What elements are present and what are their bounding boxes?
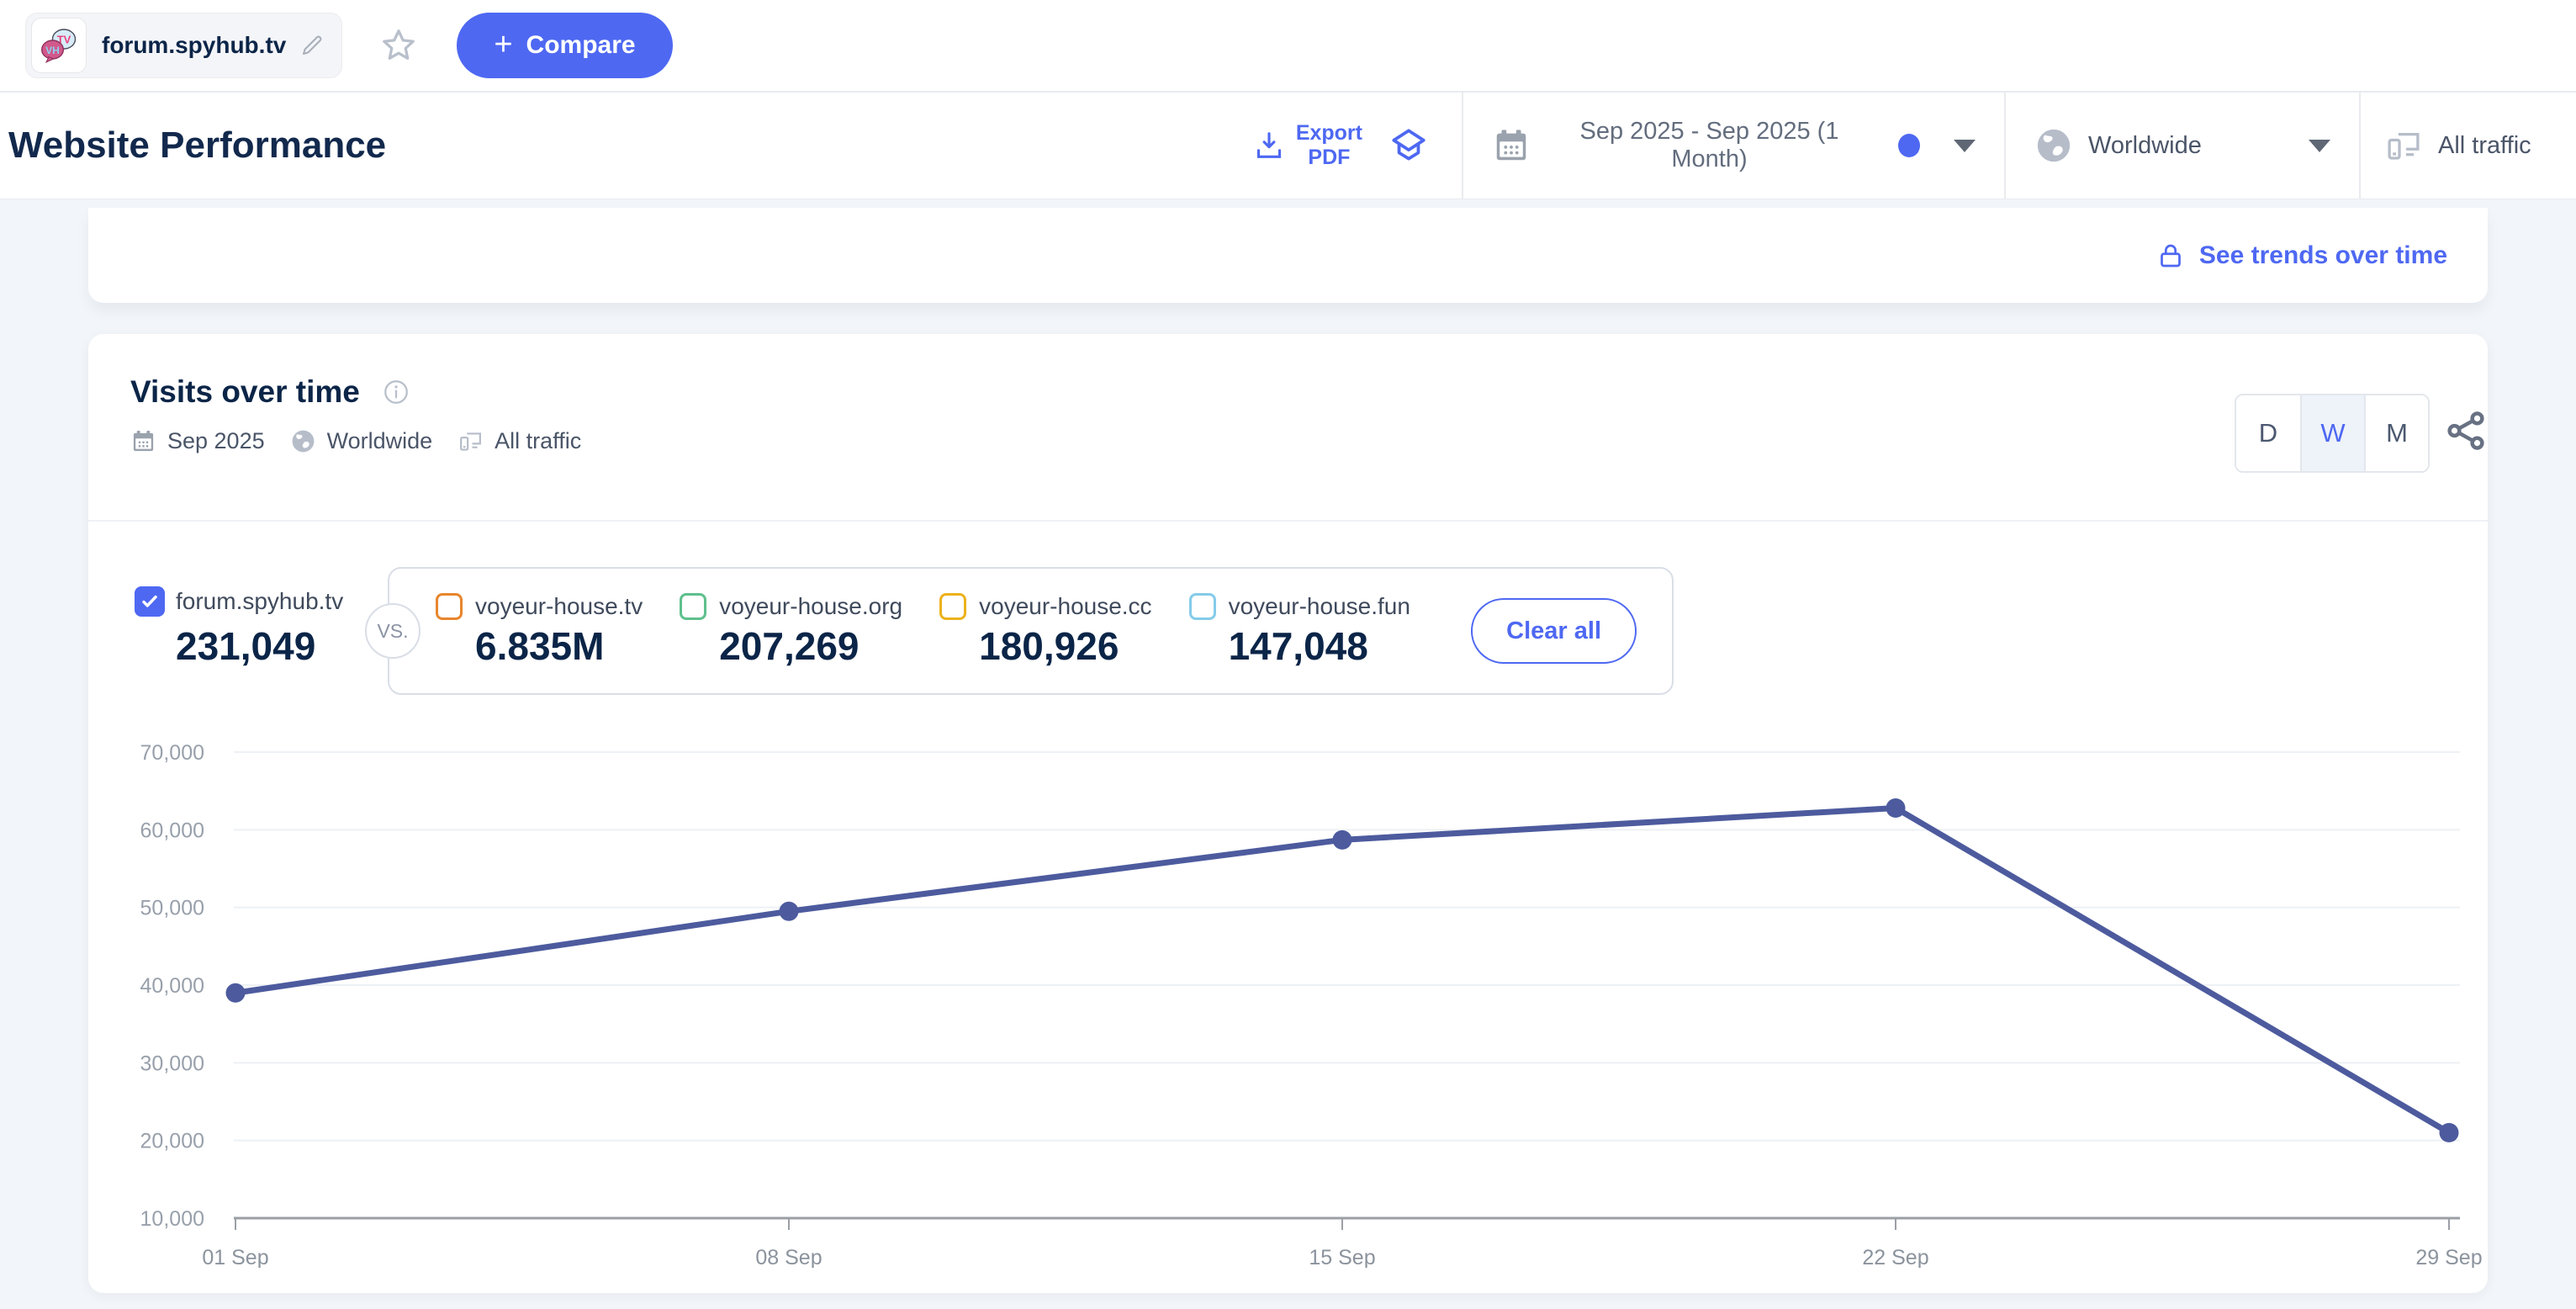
svg-text:29 Sep: 29 Sep xyxy=(2415,1246,2482,1268)
speech-bubbles-logo-icon: TV VH xyxy=(40,29,77,64)
competitor-name: voyeur-house.org xyxy=(719,593,903,619)
card-divider xyxy=(88,520,2488,522)
checkbox-unchecked[interactable] xyxy=(939,593,967,620)
checkbox-checked[interactable] xyxy=(135,586,165,617)
export-block: Export PDF xyxy=(1252,121,1462,170)
academy-icon[interactable] xyxy=(1388,125,1430,167)
main-site-value: 231,049 xyxy=(176,624,316,668)
competitor-item[interactable]: voyeur-house.cc 180,926 xyxy=(939,593,1152,669)
domain-chip[interactable]: TV VH forum.spyhub.tv xyxy=(25,13,343,78)
svg-text:20,000: 20,000 xyxy=(140,1130,204,1153)
devices-icon xyxy=(2384,126,2423,165)
country-selector[interactable]: Worldwide xyxy=(2006,93,2359,199)
meta-country: Worldwide xyxy=(290,428,433,454)
top-bar: TV VH forum.spyhub.tv + Compare xyxy=(0,0,2576,93)
calendar-icon xyxy=(130,428,156,454)
traffic-selector[interactable]: All traffic xyxy=(2361,93,2576,199)
meta-date: Sep 2025 xyxy=(130,428,265,454)
meta-traffic: All traffic xyxy=(458,428,581,454)
svg-text:70,000: 70,000 xyxy=(140,741,204,765)
edit-pencil-icon[interactable] xyxy=(299,33,325,58)
visits-card-header: Visits over time xyxy=(130,374,581,454)
check-icon xyxy=(142,595,157,607)
granularity-month[interactable]: M xyxy=(2364,395,2428,471)
vs-badge: VS. xyxy=(365,603,421,659)
share-icon[interactable] xyxy=(2443,408,2489,453)
granularity-day[interactable]: D xyxy=(2236,395,2300,471)
svg-text:VH: VH xyxy=(45,45,60,56)
chevron-down-icon xyxy=(2309,139,2330,152)
checkbox-unchecked[interactable] xyxy=(436,593,463,620)
devices-icon xyxy=(458,428,484,454)
export-pdf-label: Export PDF xyxy=(1295,121,1362,169)
visits-card-meta: Sep 2025 Worldwide xyxy=(130,428,581,454)
status-dot xyxy=(1898,134,1920,157)
meta-date-value: Sep 2025 xyxy=(167,428,265,453)
header-divider xyxy=(2359,93,2361,199)
compare-button-label: Compare xyxy=(526,31,636,59)
competitor-value: 207,269 xyxy=(719,624,860,668)
competitors-box: voyeur-house.tv 6.835M voyeur-house.org … xyxy=(388,567,1674,695)
chevron-down-icon xyxy=(1954,139,1976,152)
svg-text:01 Sep: 01 Sep xyxy=(202,1246,268,1268)
calendar-icon xyxy=(1492,126,1531,165)
visits-line-chart[interactable]: 10,000 20,000 30,000 40,000 50,000 60,000 70,0… xyxy=(122,713,2488,1268)
page-title: Website Performance xyxy=(8,125,387,166)
info-icon[interactable] xyxy=(382,378,410,406)
visits-card-title: Visits over time xyxy=(130,374,360,409)
globe-icon xyxy=(290,428,316,454)
competitor-name: voyeur-house.cc xyxy=(979,593,1152,619)
export-pdf-button[interactable]: Export PDF xyxy=(1252,121,1362,170)
download-icon xyxy=(1256,132,1281,158)
meta-country-value: Worldwide xyxy=(326,428,433,453)
competitor-value: 180,926 xyxy=(979,624,1119,668)
granularity-week[interactable]: W xyxy=(2300,395,2364,471)
header-divider xyxy=(1462,93,1463,199)
competitor-item[interactable]: voyeur-house.org 207,269 xyxy=(680,593,902,669)
competitor-value: 6.835M xyxy=(475,624,605,668)
see-trends-link[interactable]: See trends over time xyxy=(2155,241,2447,271)
svg-text:50,000: 50,000 xyxy=(140,897,204,920)
svg-text:40,000: 40,000 xyxy=(140,974,204,998)
checkbox-unchecked[interactable] xyxy=(1188,593,1216,620)
country-value: Worldwide xyxy=(2088,131,2202,159)
svg-text:60,000: 60,000 xyxy=(140,819,204,842)
competitor-item[interactable]: voyeur-house.tv 6.835M xyxy=(436,593,643,669)
svg-text:10,000: 10,000 xyxy=(140,1207,204,1231)
see-trends-label: See trends over time xyxy=(2198,241,2447,269)
svg-text:30,000: 30,000 xyxy=(140,1052,204,1075)
page-header: Website Performance Export PDF xyxy=(0,93,2576,199)
globe-icon xyxy=(2034,126,2073,165)
date-range-picker[interactable]: Sep 2025 - Sep 2025 (1 Month) xyxy=(1463,93,2004,199)
header-controls: Export PDF xyxy=(1252,93,2576,199)
line-chart-svg: 10,000 20,000 30,000 40,000 50,000 60,000 70,0… xyxy=(140,741,2483,1268)
granularity-toggle: D W M xyxy=(2235,394,2430,473)
competitor-value: 147,048 xyxy=(1228,624,1368,668)
clear-all-button[interactable]: Clear all xyxy=(1471,598,1637,664)
meta-traffic-value: All traffic xyxy=(495,428,582,453)
site-name: forum.spyhub.tv xyxy=(102,32,287,58)
site-favicon: TV VH xyxy=(31,18,87,73)
trends-card: See trends over time xyxy=(88,208,2488,303)
favorite-star-icon[interactable] xyxy=(379,26,418,65)
competitor-name: voyeur-house.tv xyxy=(475,593,643,619)
lock-icon xyxy=(2161,244,2181,267)
main-site-name: forum.spyhub.tv xyxy=(176,588,344,614)
competitor-item[interactable]: voyeur-house.fun 147,048 xyxy=(1188,593,1410,669)
plus-icon: + xyxy=(494,26,513,62)
competitor-name: voyeur-house.fun xyxy=(1228,593,1410,619)
svg-text:08 Sep: 08 Sep xyxy=(755,1246,822,1268)
main-site-legend[interactable]: forum.spyhub.tv 231,049 xyxy=(135,586,343,669)
checkbox-unchecked[interactable] xyxy=(680,593,707,620)
header-divider xyxy=(2004,93,2006,199)
svg-text:22 Sep: 22 Sep xyxy=(1862,1246,1928,1268)
date-range-value: Sep 2025 - Sep 2025 (1 Month) xyxy=(1579,118,1839,172)
visits-over-time-card: Visits over time xyxy=(88,334,2488,1293)
traffic-value: All traffic xyxy=(2438,131,2531,159)
compare-button[interactable]: + Compare xyxy=(457,13,673,78)
svg-text:15 Sep: 15 Sep xyxy=(1309,1246,1375,1268)
